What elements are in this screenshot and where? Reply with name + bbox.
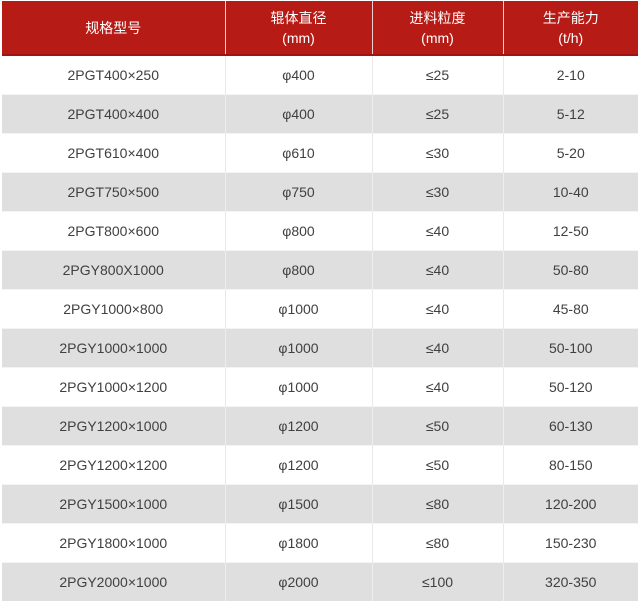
table-cell: 2PGY1800×1000 (2, 524, 225, 563)
column-title: 规格型号 (2, 18, 225, 38)
table-cell: φ1500 (225, 485, 372, 524)
table-cell: 50-100 (503, 329, 638, 368)
table-cell: φ800 (225, 212, 372, 251)
table-cell: 2PGY800X1000 (2, 251, 225, 290)
column-unit: (t/h) (504, 28, 639, 48)
table-cell: ≤80 (372, 485, 503, 524)
table-cell: ≤40 (372, 368, 503, 407)
table-cell: ≤30 (372, 173, 503, 212)
table-cell: 5-20 (503, 134, 638, 173)
table-cell: ≤100 (372, 563, 503, 601)
table-cell: 10-40 (503, 173, 638, 212)
table-cell: 80-150 (503, 446, 638, 485)
table-cell: 2PGY1000×1200 (2, 368, 225, 407)
column-header-feed-size: 进料粒度 (mm) (372, 1, 503, 55)
column-header-model: 规格型号 (2, 1, 225, 55)
table-cell: ≤25 (372, 55, 503, 95)
table-cell: 2PGT610×400 (2, 134, 225, 173)
table-cell: φ2000 (225, 563, 372, 601)
table-cell: 2PGY1000×800 (2, 290, 225, 329)
table-cell: 50-80 (503, 251, 638, 290)
table-cell: ≤50 (372, 407, 503, 446)
table-cell: ≤40 (372, 212, 503, 251)
table-cell: φ800 (225, 251, 372, 290)
table-cell: 2PGY1000×1000 (2, 329, 225, 368)
table-cell: ≤40 (372, 290, 503, 329)
table-cell: φ1800 (225, 524, 372, 563)
table-cell: 2PGY2000×1000 (2, 563, 225, 601)
table-cell: 2PGT400×400 (2, 95, 225, 134)
table-cell: ≤40 (372, 329, 503, 368)
table-cell: 5-12 (503, 95, 638, 134)
header-row: 规格型号 辊体直径 (mm) 进料粒度 (mm) 生产能力 (t/h) (2, 1, 638, 55)
column-header-roller-diameter: 辊体直径 (mm) (225, 1, 372, 55)
table-cell: φ1200 (225, 407, 372, 446)
table-cell: φ1000 (225, 368, 372, 407)
table-cell: ≤25 (372, 95, 503, 134)
table-cell: ≤80 (372, 524, 503, 563)
spec-table-header: 规格型号 辊体直径 (mm) 进料粒度 (mm) 生产能力 (t/h) (2, 1, 638, 55)
table-cell: 2-10 (503, 55, 638, 95)
table-cell: 12-50 (503, 212, 638, 251)
table-cell: 120-200 (503, 485, 638, 524)
table-cell: 2PGT750×500 (2, 173, 225, 212)
table-cell: φ1200 (225, 446, 372, 485)
table-cell: φ400 (225, 55, 372, 95)
table-cell: 2PGT800×600 (2, 212, 225, 251)
table-cell: ≤50 (372, 446, 503, 485)
column-title: 辊体直径 (226, 8, 372, 28)
table-cell: ≤30 (372, 134, 503, 173)
table-cell: 50-120 (503, 368, 638, 407)
table-cell: ≤40 (372, 251, 503, 290)
column-unit: (mm) (373, 28, 503, 48)
column-header-capacity: 生产能力 (t/h) (503, 1, 638, 55)
table-cell: 45-80 (503, 290, 638, 329)
table-cell: 2PGY1500×1000 (2, 485, 225, 524)
table-cell: φ750 (225, 173, 372, 212)
column-title: 进料粒度 (373, 8, 503, 28)
table-cell: φ1000 (225, 329, 372, 368)
table-cell: 60-130 (503, 407, 638, 446)
table-cell: φ400 (225, 95, 372, 134)
table-cell: 320-350 (503, 563, 638, 601)
table-cell: φ610 (225, 134, 372, 173)
column-title: 生产能力 (504, 8, 639, 28)
table-cell: 2PGY1200×1000 (2, 407, 225, 446)
table-cell: 2PGT400×250 (2, 55, 225, 95)
table-cell: 150-230 (503, 524, 638, 563)
table-cell: φ1000 (225, 290, 372, 329)
column-unit: (mm) (226, 28, 372, 48)
table-cell: 2PGY1200×1200 (2, 446, 225, 485)
